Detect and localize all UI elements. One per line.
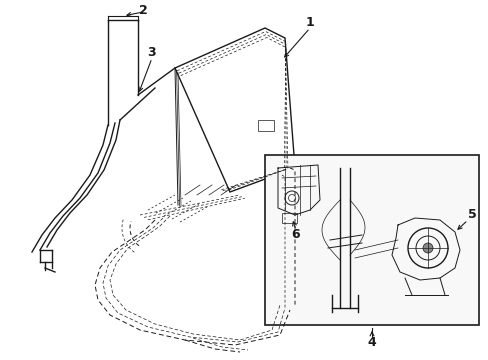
Bar	[258, 120, 273, 131]
Text: 1: 1	[305, 15, 314, 28]
Bar	[264, 155, 478, 325]
Text: 2: 2	[138, 4, 147, 17]
Text: 3: 3	[147, 45, 156, 58]
Circle shape	[422, 243, 432, 253]
Bar	[282, 213, 296, 223]
Text: 6: 6	[291, 229, 300, 242]
Text: 5: 5	[467, 208, 475, 221]
Text: 4: 4	[367, 336, 376, 348]
